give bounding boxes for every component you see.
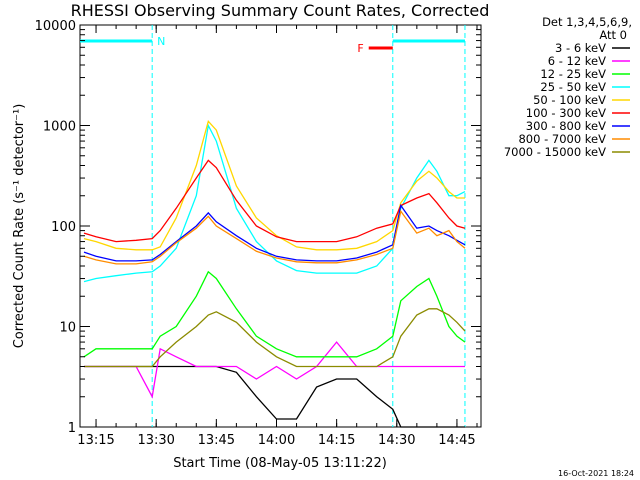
series-line [83,119,465,251]
legend-label: 6 - 12 keV [548,54,606,68]
series-line [83,270,466,358]
x-tick-label: 14:30 [378,433,415,448]
series-line [83,203,466,262]
y-tick-label: 10000 [35,19,76,34]
legend-label: 300 - 800 keV [526,119,606,133]
legend-label: 25 - 50 keV [540,80,606,94]
legend-label: 3 - 6 keV [555,41,606,55]
x-tick-label: 14:00 [258,433,295,448]
night-boundaries [151,25,466,427]
y-axis: 1 10 100 1000 10000 [35,19,481,436]
marker-label: F [357,42,363,55]
x-tick-label: 14:15 [318,433,355,448]
legend-label: 50 - 100 keV [533,93,606,107]
series-lines [83,119,466,428]
x-tick-label: 13:45 [198,433,235,448]
y-axis-label: Corrected Count Rate (s⁻¹ detector⁻¹) [12,104,27,349]
y-tick-label: 10 [59,321,76,336]
series-line [83,123,466,283]
attenuator-markers: NF [80,35,465,55]
x-tick-label: 13:15 [77,433,114,448]
x-axis: 13:15 13:30 13:45 14:00 14:15 14:30 14:45 [77,25,478,448]
legend-label: 100 - 300 keV [526,106,606,120]
marker-label: N [157,35,165,48]
y-tick-label: 100 [51,220,76,235]
series-line [84,365,465,428]
series-line [84,308,466,368]
x-tick-label: 13:30 [137,433,174,448]
series-line [84,341,465,399]
series-line [83,159,466,243]
y-tick-label: 1000 [43,120,76,135]
chart-title: RHESSI Observing Summary Count Rates, Co… [71,1,490,20]
y-tick-label: 1 [68,421,76,436]
x-tick-label: 14:45 [438,433,475,448]
timestamp: 16-Oct-2021 18:24 [558,469,634,478]
series-line [83,209,466,265]
legend-label: 800 - 7000 keV [518,132,606,146]
legend-label: 12 - 25 keV [540,67,606,81]
legend-label: 7000 - 15000 keV [504,145,606,159]
legend-header-line-2: Att 0 [599,28,627,42]
legend-header-line-1: Det 1,3,4,5,6,9, [542,15,632,29]
x-axis-label: Start Time (08-May-05 13:11:22) [173,456,387,471]
